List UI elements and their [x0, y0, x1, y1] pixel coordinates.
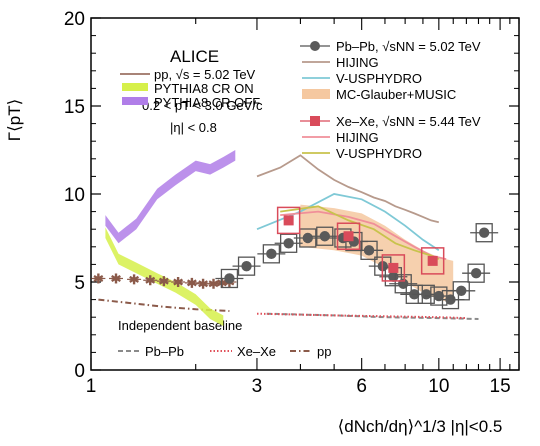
y-tick-label: 0 [74, 361, 85, 382]
legend-marker [310, 41, 320, 51]
marks [91, 150, 499, 326]
baseline-line [266, 312, 479, 320]
baseline-title: Independent baseline [118, 318, 242, 333]
x-axis-label: ⟨dNch/dη⟩^1/3 |η|<0.5 [338, 417, 503, 436]
legend-label: HIJING [336, 130, 379, 145]
legend-label: Xe–Xe, √sNN = 5.44 TeV [336, 114, 481, 129]
chart-title: ALICE [170, 47, 219, 66]
pp-point-stroke [93, 274, 104, 283]
y-tick-label: 15 [64, 97, 85, 118]
xexe-syst-box [381, 254, 406, 282]
legend-swatch [122, 83, 148, 91]
selection-pt: 0.2 < pT < 3.0 GeV/c [142, 98, 263, 113]
pbpb-point [456, 285, 467, 296]
pbpb-point [363, 245, 375, 256]
selection-eta: |η| < 0.8 [170, 120, 217, 135]
legend-label: V-USPHYDRO [336, 146, 422, 161]
x-tick-label: 6 [356, 376, 367, 397]
x-tick-label: 15 [490, 376, 511, 397]
pp-point [145, 275, 156, 286]
pp-point-stroke [208, 280, 219, 288]
pbpb-point [433, 290, 445, 302]
pbpb-point [319, 231, 330, 242]
pbpb-point [266, 248, 277, 260]
legend-label: Pb–Pb, √sNN = 5.02 TeV [336, 39, 481, 54]
pbpb-point [302, 232, 313, 244]
legend-label: PYTHIA8 CR OFF [154, 95, 260, 110]
pbpb-point [470, 268, 482, 279]
xexe-syst-box [276, 206, 301, 235]
y-axis-label: Γ⟨pT⟩ [5, 99, 24, 141]
model-line-10 [280, 205, 440, 260]
legend-label: V-USPHYDRO [336, 71, 422, 86]
pp-point [186, 277, 197, 288]
y-tick-label: 5 [74, 273, 85, 294]
xexe-point [343, 231, 354, 242]
pp-point-stroke [198, 280, 209, 288]
x-tick-label: 10 [428, 376, 449, 397]
x-tick-label: 3 [252, 376, 263, 397]
pp-point [208, 278, 219, 289]
legend-label: Pb–Pb [145, 344, 184, 359]
pbpb-point [283, 238, 294, 249]
pp-point [93, 273, 104, 284]
xexe-point [283, 215, 294, 226]
legend-label: pp, √s = 5.02 TeV [154, 67, 256, 82]
y-tick-label: 10 [64, 185, 85, 206]
pp-point-stroke [111, 274, 121, 283]
xexe-point [388, 262, 399, 273]
legend-label: MC-Glauber+MUSIC [336, 87, 456, 102]
y-tick-label: 20 [64, 9, 85, 30]
pbpb-point [241, 260, 252, 272]
model-line-6 [256, 154, 440, 224]
band-2 [105, 150, 236, 244]
pbpb-point [224, 273, 235, 284]
pp-point [111, 273, 121, 284]
pp-point-stroke [145, 276, 156, 284]
pbpb-point [478, 227, 490, 238]
legend-right: Pb–Pb, √sNN = 5.02 TeVHIJINGV-USPHYDROMC… [300, 39, 481, 161]
legend-label: HIJING [336, 55, 379, 70]
pp-point [198, 278, 209, 289]
legend-swatch [302, 89, 330, 99]
legend-marker [310, 116, 320, 126]
pp-point-stroke [173, 278, 184, 286]
x-tick-label: 1 [86, 376, 97, 397]
pp-point [158, 276, 169, 287]
legend-baseline: Pb–Pb Xe–Xe pp [118, 344, 331, 359]
pp-point-stroke [186, 279, 197, 287]
xexe-syst-box [336, 222, 361, 250]
legend-label: Xe–Xe [237, 344, 276, 359]
legend-label: PYTHIA8 CR ON [154, 81, 254, 96]
pp-point-stroke [158, 277, 169, 285]
xexe-point [427, 255, 438, 266]
pp-point [173, 277, 184, 287]
pp-point [129, 274, 140, 285]
pp-point-stroke [129, 275, 140, 283]
pbpb-point [421, 289, 432, 300]
xexe-syst-box [420, 247, 445, 275]
legend-label: pp [317, 344, 331, 359]
legend-swatch [122, 97, 148, 105]
